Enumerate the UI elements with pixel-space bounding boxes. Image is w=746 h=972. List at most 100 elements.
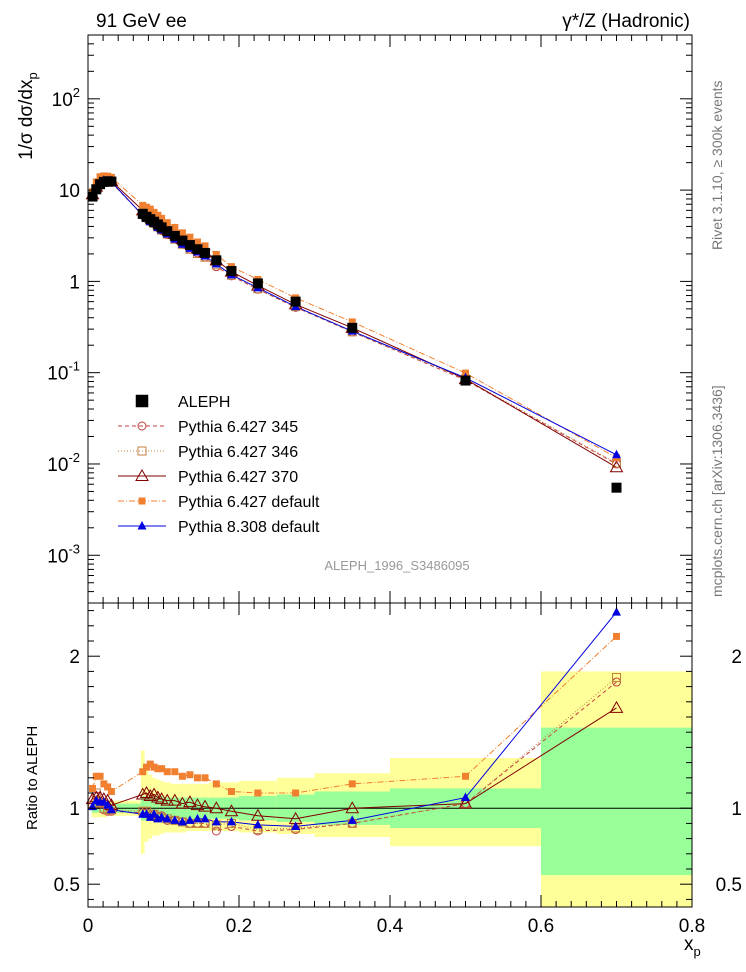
p370-point — [183, 795, 197, 808]
x-axis-title: xp — [684, 934, 701, 959]
p6def-point — [89, 784, 97, 792]
p8def-point — [291, 821, 301, 830]
data-point — [290, 296, 301, 307]
p370-point — [167, 793, 182, 806]
p8def-point — [149, 809, 159, 818]
data-point — [347, 322, 358, 333]
data-point — [192, 244, 203, 255]
x-tick-label: 0.8 — [679, 916, 705, 937]
svg-text:1/σ dσ/dxp: 1/σ dσ/dxp — [16, 72, 40, 160]
main-y-tick-label: 102 — [52, 85, 80, 111]
p8def-point — [612, 449, 621, 459]
p6def-point — [163, 768, 171, 776]
p8def-point — [253, 819, 263, 829]
p370-point — [135, 787, 150, 800]
p6def-point — [143, 203, 151, 211]
p8def-point — [162, 813, 172, 823]
p6def-point — [100, 780, 108, 788]
p370-point — [190, 798, 205, 811]
p8def-point — [211, 816, 221, 826]
p8def-point — [612, 607, 621, 616]
ratio-y-tick-label-right: 2 — [731, 647, 742, 668]
main-y-axis-title: 1/σ dσ/dxp — [16, 72, 40, 160]
p6def-point — [212, 780, 220, 788]
data-point — [611, 482, 622, 493]
main-y-tick-label: 10-2 — [47, 450, 80, 476]
p6def-point — [193, 238, 201, 246]
p6def-point — [92, 772, 100, 780]
p6def-point — [104, 783, 112, 791]
legend-label-p346: Pythia 6.427 346 — [178, 444, 298, 461]
data-point — [177, 235, 188, 246]
p8def-point — [185, 815, 195, 824]
main-y-tick-label: 1 — [69, 272, 80, 293]
p6def-point — [150, 208, 158, 216]
p370-point — [198, 799, 212, 812]
p6def-line — [92, 175, 617, 459]
p6def-point — [186, 771, 194, 779]
legend-label-p8def: Pythia 8.308 default — [178, 519, 320, 536]
p8def-point — [226, 816, 236, 826]
p8def-point — [461, 792, 470, 802]
p6def-point — [292, 789, 300, 797]
header-left-label: 91 GeV ee — [96, 11, 187, 32]
legend-label-p370: Pythia 6.427 370 — [178, 469, 298, 486]
p346-point — [612, 672, 621, 682]
p6def-point — [154, 765, 162, 773]
p8def-point — [157, 812, 167, 821]
p6def-point — [348, 780, 356, 788]
p6def-point — [227, 787, 235, 795]
p8def-point — [137, 521, 147, 530]
data-point — [135, 394, 149, 408]
p6def-point — [158, 765, 166, 773]
p370-point — [458, 796, 473, 809]
ratio-y-axis-title: Ratio to ALEPH — [24, 726, 41, 830]
p370-point — [150, 790, 165, 803]
p370-point — [345, 801, 360, 814]
p8def-point — [170, 815, 180, 824]
ratio-y-tick-label: 0.5 — [54, 875, 80, 896]
p6def-point — [146, 760, 154, 768]
main-y-tick-label: 10-3 — [47, 541, 80, 567]
p6def-point — [96, 772, 104, 780]
p8def-point — [192, 813, 202, 823]
data-point — [87, 191, 98, 202]
data-point — [156, 222, 167, 233]
ratio-y-tick-label-right: 0.5 — [716, 875, 742, 896]
p8def-point — [106, 804, 116, 814]
main-y-tick-label: 10 — [59, 181, 80, 202]
p6def-point — [154, 211, 162, 219]
p8def-point — [177, 816, 187, 826]
legend-label-p6def: Pythia 6.427 default — [178, 494, 320, 511]
p370-point — [209, 801, 224, 814]
p6def-point — [178, 229, 186, 237]
ratio-y-tick-label: 2 — [69, 647, 80, 668]
data-point — [211, 255, 222, 266]
header-right-label: γ*/Z (Hadronic) — [562, 11, 690, 32]
legend: ALEPH Pythia 6.427 345 Pythia 6.427 346 Pyt… — [118, 394, 320, 536]
p6def-point — [139, 201, 147, 209]
p6def-point — [178, 772, 186, 780]
p6def-point — [150, 763, 158, 771]
legend-label-data: ALEPH — [178, 394, 230, 411]
p6def-point — [201, 774, 209, 782]
svg-text:xp: xp — [684, 934, 701, 959]
p370-point — [143, 789, 158, 802]
data-point — [169, 230, 180, 241]
rivet-version-label: Rivet 3.1.10, ≥ 300k events — [709, 80, 725, 250]
data-point — [200, 247, 211, 258]
main-frame — [87, 34, 693, 604]
x-tick-label: 0.2 — [226, 916, 252, 937]
p8def-point — [200, 813, 210, 823]
main-plot-area: 10-3 10-2 10-1 1 10 102 — [47, 34, 693, 604]
data-point — [106, 176, 117, 187]
p370-point — [609, 460, 624, 473]
data-point — [162, 226, 173, 237]
p6def-point — [212, 251, 220, 259]
data-point — [91, 184, 102, 195]
x-tick-label: 0 — [83, 916, 94, 937]
p8def-point — [347, 815, 357, 824]
p6def-point — [348, 318, 356, 326]
data-point — [184, 240, 195, 251]
p6def-point — [201, 242, 209, 250]
